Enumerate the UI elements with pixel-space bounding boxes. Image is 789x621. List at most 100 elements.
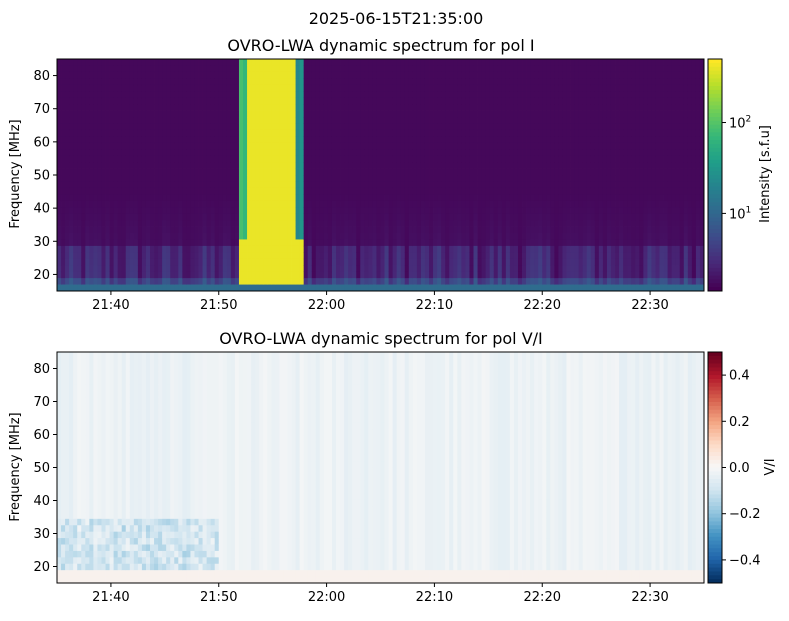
heatmap-cell <box>356 117 361 124</box>
heatmap-cell <box>352 162 357 169</box>
heatmap-cell <box>129 194 135 202</box>
heatmap-cell <box>433 245 438 253</box>
heatmap-cell <box>117 84 123 92</box>
heatmap-cell <box>85 265 90 273</box>
heatmap-cell <box>526 252 531 260</box>
heatmap-cell <box>493 84 499 92</box>
heatmap-cell <box>259 97 264 105</box>
heatmap-cell <box>210 187 216 195</box>
heatmap-cell <box>178 245 183 253</box>
heatmap-cell <box>174 117 179 124</box>
heatmap-cell <box>275 84 280 92</box>
heatmap-cell <box>307 226 313 234</box>
heatmap-cell <box>234 233 240 240</box>
heatmap-cell <box>311 110 317 118</box>
heatmap-cell <box>392 245 398 253</box>
heatmap-cell <box>473 168 478 176</box>
heatmap-cell <box>57 220 62 227</box>
heatmap-cell <box>243 187 248 195</box>
heatmap-cell <box>424 110 430 118</box>
heatmap-cell <box>137 213 143 221</box>
heatmap-cell <box>364 187 369 195</box>
heatmap-cell <box>331 162 337 169</box>
heatmap-cell <box>509 194 515 202</box>
heatmap-cell <box>574 278 580 285</box>
heatmap-cell <box>497 142 503 150</box>
heatmap-cell <box>437 136 442 144</box>
heatmap-cell <box>360 200 365 208</box>
heatmap-cell <box>315 245 321 253</box>
heatmap-cell <box>517 123 523 131</box>
heatmap-cell <box>230 233 236 240</box>
heatmap-cell <box>61 278 66 285</box>
heatmap-cell <box>150 142 155 150</box>
heatmap-cell <box>461 78 466 86</box>
heatmap-cell <box>392 65 398 73</box>
heatmap-cell <box>129 271 135 279</box>
heatmap-cell <box>141 71 147 79</box>
heatmap-cell <box>522 110 527 118</box>
heatmap-cell <box>190 117 195 124</box>
heatmap-cell <box>550 271 555 279</box>
heatmap-cell <box>275 65 280 73</box>
heatmap-cell <box>251 265 256 273</box>
heatmap-cell <box>364 252 369 260</box>
heatmap-cell <box>319 110 325 118</box>
heatmap-cell <box>315 265 321 273</box>
heatmap-cell <box>481 233 487 240</box>
heatmap-cell <box>465 59 470 66</box>
heatmap-cell <box>166 200 171 208</box>
heatmap-cell <box>162 245 167 253</box>
heatmap-cell <box>113 265 119 273</box>
heatmap-cell <box>445 181 450 189</box>
heatmap-cell <box>137 97 143 105</box>
heatmap-cell <box>299 84 305 92</box>
heatmap-cell <box>210 245 216 253</box>
heatmap-cell <box>129 71 135 79</box>
heatmap-cell <box>255 110 260 118</box>
heatmap-cell <box>218 239 224 247</box>
heatmap-cell <box>485 129 491 137</box>
heatmap-cell <box>101 239 106 247</box>
heatmap-cell <box>598 78 604 86</box>
heatmap-cell <box>166 207 171 215</box>
heatmap-cell <box>594 265 600 273</box>
heatmap-cell <box>194 129 199 137</box>
heatmap-cell <box>206 71 212 79</box>
heatmap-cell <box>501 78 507 86</box>
heatmap-cell <box>606 84 612 92</box>
heatmap-cell <box>606 136 612 144</box>
heatmap-cell <box>501 129 507 137</box>
heatmap-cell <box>182 187 187 195</box>
heatmap-cell <box>93 207 98 215</box>
heatmap-cell <box>497 213 503 221</box>
heatmap-cell <box>162 265 167 273</box>
heatmap-cell <box>550 59 555 66</box>
heatmap-cell <box>340 220 345 227</box>
heatmap-cell <box>526 239 531 247</box>
heatmap-cell <box>372 271 377 279</box>
heatmap-cell <box>489 78 495 86</box>
heatmap-cell <box>380 104 385 111</box>
heatmap-cell <box>275 271 280 279</box>
heatmap-cell <box>610 142 616 150</box>
heatmap-cell <box>170 284 175 292</box>
heatmap-cell <box>194 233 199 240</box>
heatmap-cell <box>586 59 592 66</box>
heatmap-cell <box>348 84 353 92</box>
heatmap-cell <box>141 123 147 131</box>
heatmap-cell <box>416 78 422 86</box>
heatmap-cell <box>311 284 317 292</box>
heatmap-cell <box>396 59 402 66</box>
heatmap-cell <box>501 110 507 118</box>
heatmap-cell <box>222 239 228 247</box>
heatmap-cell <box>267 117 272 124</box>
heatmap-cell <box>578 97 584 105</box>
heatmap-cell <box>461 258 466 266</box>
heatmap-cell <box>615 91 620 99</box>
heatmap-cell <box>376 91 381 99</box>
heatmap-cell <box>133 123 139 131</box>
heatmap-cell <box>526 91 531 99</box>
heatmap-cell <box>234 97 240 105</box>
heatmap-cell <box>412 265 418 273</box>
